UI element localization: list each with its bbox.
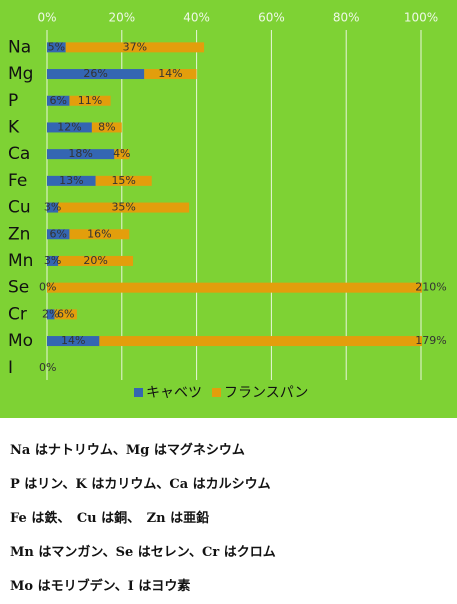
note-line: Na はナトリウム、Mg はマグネシウム xyxy=(10,443,245,458)
notes: Na はナトリウム、Mg はマグネシウム P はリン、K はカリウム、Ca はカル… xyxy=(0,434,457,604)
data-label: 16% xyxy=(87,227,111,240)
data-label: 11% xyxy=(78,94,102,107)
chart: 0% 20% 40% 60% 80% 100% Na Mg PK Ca Fe Cu Zn Mn Se Cr Mo… xyxy=(0,0,457,418)
data-label: 5% xyxy=(48,40,65,53)
data-label: 6% xyxy=(57,307,74,320)
y-tick-label: Mn xyxy=(8,251,33,271)
bars xyxy=(47,42,422,347)
bar-segment xyxy=(47,309,55,320)
data-label: 35% xyxy=(111,201,135,214)
data-label: 3% xyxy=(44,201,61,214)
bar-segment xyxy=(47,122,92,133)
y-tick-label: Cu xyxy=(8,198,31,218)
y-tick-label: Mo xyxy=(8,331,33,351)
data-label: 37% xyxy=(123,40,147,53)
x-tick-label: 40% xyxy=(183,11,210,25)
bar-segment xyxy=(47,229,70,240)
bar-segment xyxy=(114,149,130,160)
data-label: 179% xyxy=(415,334,446,347)
x-tick-label: 0% xyxy=(37,11,56,25)
data-label: 6% xyxy=(49,227,66,240)
note-line: Mo はモリブデン、I はヨウ素 xyxy=(10,579,191,594)
bar-segment xyxy=(58,202,190,213)
bar-segment xyxy=(99,336,422,347)
bar-segment xyxy=(47,202,59,213)
data-label: 13% xyxy=(59,174,83,187)
y-tick-label: Ca xyxy=(8,144,30,164)
bar-segment xyxy=(144,69,197,80)
x-tick-label: 20% xyxy=(108,11,135,25)
y-tick-label: Na xyxy=(8,37,31,57)
data-label: 210% xyxy=(415,281,446,294)
y-tick-label: Se xyxy=(8,278,29,298)
data-label: 26% xyxy=(83,67,107,80)
bar-segment xyxy=(47,69,145,80)
data-label: 8% xyxy=(98,120,115,133)
bar-segment xyxy=(65,42,205,53)
data-label: 18% xyxy=(68,147,92,160)
bar-segment xyxy=(58,255,134,266)
data-label: 6% xyxy=(49,94,66,107)
bar-segment xyxy=(91,122,122,133)
bar-segment xyxy=(95,175,152,186)
data-label: 3% xyxy=(44,254,61,267)
y-tick-label: K xyxy=(8,117,20,137)
legend-label: キャベツ xyxy=(146,385,202,401)
data-label: 12% xyxy=(57,120,81,133)
bar-segment xyxy=(69,95,111,106)
bar-segment xyxy=(47,255,59,266)
data-label: 20% xyxy=(83,254,107,267)
data-label: 0% xyxy=(39,281,56,294)
note-line: Fe は鉄、 Cu は銅、 Zn は亜鉛 xyxy=(10,511,210,526)
bar-segment xyxy=(47,336,100,347)
bar-segment xyxy=(69,229,130,240)
data-label: 2% xyxy=(42,307,59,320)
y-tick-label: I xyxy=(8,358,13,378)
y-tick-label: Fe xyxy=(8,171,27,191)
data-label: 14% xyxy=(61,334,85,347)
note-line: P はリン、K はカリウム、Ca はカルシウム xyxy=(10,477,271,492)
y-tick-label: P xyxy=(8,91,18,111)
bar-segment xyxy=(54,309,77,320)
bar-segment xyxy=(47,42,66,53)
bar-segment xyxy=(47,282,422,293)
y-tick-label: Cr xyxy=(8,304,27,324)
bar-segment xyxy=(47,175,96,186)
y-tick-label: Zn xyxy=(8,224,30,244)
data-label: 0% xyxy=(39,361,56,374)
data-label: 14% xyxy=(158,67,182,80)
x-tick-label: 60% xyxy=(258,11,285,25)
x-tick-label: 80% xyxy=(333,11,360,25)
bar-segment xyxy=(47,149,115,160)
legend-swatch xyxy=(134,388,143,397)
legend-swatch xyxy=(212,388,221,397)
legend-label: フランスパン xyxy=(224,385,308,401)
x-tick-label: 100% xyxy=(404,11,438,25)
data-label: 15% xyxy=(111,174,135,187)
note-line: Mn はマンガン、Se はセレン、Cr はクロム xyxy=(10,545,276,560)
data-label: 4% xyxy=(113,147,130,160)
y-tick-label: Mg xyxy=(8,64,33,84)
bar-segment xyxy=(47,95,70,106)
